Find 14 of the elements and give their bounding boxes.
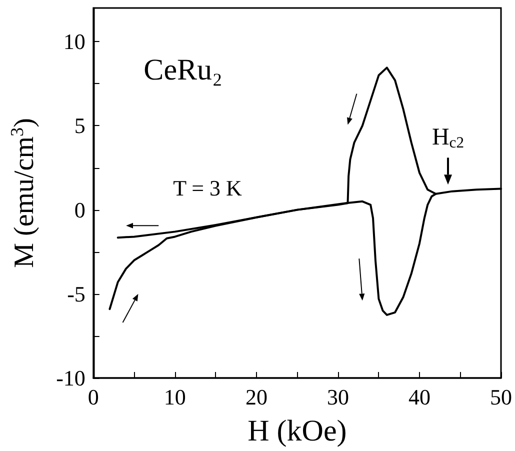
y-tick-label: 10 xyxy=(63,29,86,54)
x-axis-title: H (kOe) xyxy=(248,414,347,448)
y-tick-label: 5 xyxy=(74,113,86,138)
x-tick-label: 10 xyxy=(164,384,186,410)
x-tick-label: 40 xyxy=(408,384,430,410)
x-tick-label: 30 xyxy=(326,384,349,410)
x-tick-label: 20 xyxy=(245,384,268,410)
y-tick-label: -10 xyxy=(56,366,86,390)
y-tick-label: 0 xyxy=(74,197,86,222)
x-tick-label: 50 xyxy=(490,384,512,410)
annotation: CeRu₂ xyxy=(144,54,222,87)
y-axis-title: M (emu/cm3) xyxy=(7,118,40,268)
y-tick-label: -5 xyxy=(67,281,86,306)
annotation: T = 3 K xyxy=(173,175,242,200)
